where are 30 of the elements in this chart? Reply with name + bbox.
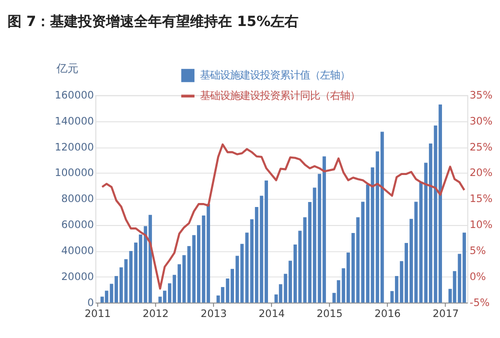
y-tick-label: 80000	[61, 193, 94, 206]
x-tick-label: 2013	[200, 308, 227, 320]
line-series	[101, 143, 466, 290]
y-tick-label: 140000	[54, 115, 94, 128]
y2-tick-label: 0%	[470, 270, 486, 283]
y-tick-label: 100000	[54, 167, 94, 180]
y-tick-label: 0	[87, 296, 94, 309]
y-axis-title: 亿元	[56, 62, 79, 76]
chart-title: 图 7：基建投资增速全年有望维持在 15%左右	[7, 12, 298, 30]
y2-tick-label: 20%	[470, 167, 493, 180]
legend-label: 基础设施建设投资累计同比（右轴）	[200, 90, 360, 102]
y2-tick-label: 35%	[470, 89, 493, 102]
x-tick-label: 2015	[316, 308, 343, 320]
x-tick-label: 2012	[142, 308, 169, 320]
x-tick-label: 2016	[374, 308, 401, 320]
y-tick-label: 160000	[54, 89, 94, 102]
y-tick-label: 120000	[54, 141, 94, 154]
y2-tick-label: 30%	[470, 115, 493, 128]
x-tick-label: 2017	[432, 308, 459, 320]
y2-tick-label: 5%	[470, 245, 486, 258]
x-tick-label: 2014	[258, 308, 285, 320]
x-tick-label: 2011	[84, 308, 111, 320]
y2-tick-label: 25%	[470, 141, 493, 154]
y2-tick-label: -5%	[470, 296, 490, 309]
y-tick-label: 20000	[61, 270, 94, 283]
y-tick-label: 40000	[61, 245, 94, 258]
legend-label: 基础设施建设投资累计值（左轴）	[200, 69, 350, 82]
y2-tick-label: 15%	[470, 193, 493, 206]
y2-tick-label: 10%	[470, 219, 493, 232]
y-tick-label: 60000	[61, 219, 94, 232]
